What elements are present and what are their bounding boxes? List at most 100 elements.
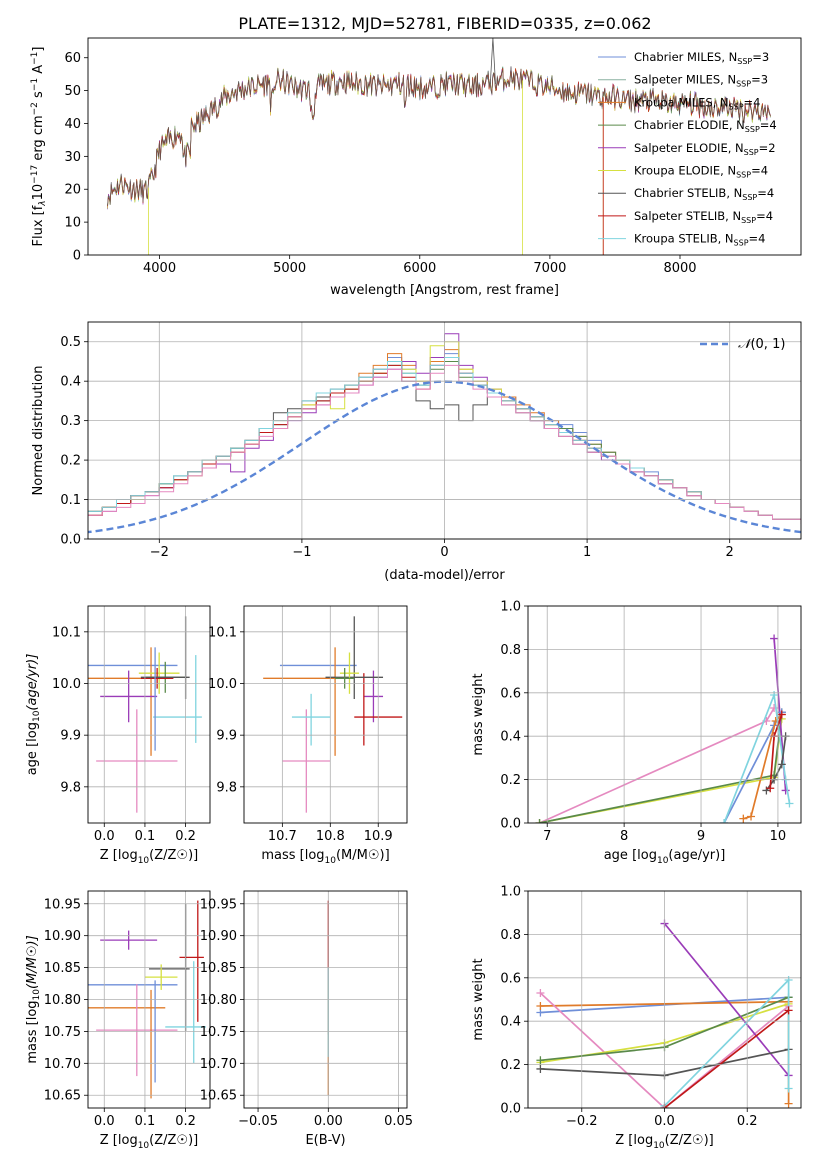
y-tick-label: 10.85 — [44, 961, 81, 976]
weight-line — [539, 707, 775, 823]
y-tick-label: 0.4 — [500, 730, 521, 745]
y-tick-label: 10.70 — [44, 1057, 81, 1072]
y-tick-label: 40 — [64, 117, 81, 132]
weight-marker — [766, 784, 775, 793]
mass-vs-Z-axes: 0.0 0.1 0.2 10.65 10.70 10.75 10.80 10.85 10.90 1… — [25, 890, 211, 1151]
axes-frame — [527, 605, 802, 824]
axes-frame — [87, 321, 802, 540]
x-tick-label: 0.0 — [94, 1114, 115, 1129]
y-tick-label: 10.1 — [52, 625, 81, 640]
axes-frame — [243, 890, 408, 1109]
emission-spike — [489, 38, 496, 85]
y-tick-label: 1.0 — [500, 885, 521, 900]
y-tick-label: 10.0 — [208, 677, 237, 692]
age-vs-mass-axes: 10.7 10.8 10.9 9.8 9.9 10.0 10.1 mass [log10(M/… — [208, 605, 408, 866]
y-tick-label: 10.65 — [200, 1089, 237, 1104]
axes-frame — [87, 605, 211, 824]
weight-marker — [785, 799, 794, 808]
x-tick-label: 0.2 — [175, 1114, 196, 1129]
age-vs-Z-plot-area — [88, 616, 202, 813]
x-axis-label: (data-model)/error — [384, 568, 505, 583]
axes-frame — [527, 890, 802, 1109]
y-tick-label: 0.2 — [500, 1058, 521, 1073]
axes-frame — [87, 890, 211, 1109]
x-tick-label: 4000 — [143, 261, 176, 276]
weight-marker — [784, 975, 793, 984]
histogram-series — [88, 357, 801, 524]
x-tick-label: 5000 — [273, 261, 306, 276]
y-tick-label: 9.9 — [216, 729, 237, 744]
y-tick-label: 10.70 — [200, 1057, 237, 1072]
x-tick-label: 7 — [543, 829, 551, 844]
x-axis-label: mass [log10(M/M☉)] — [261, 848, 389, 866]
y-tick-label: 9.8 — [60, 780, 81, 795]
y-tick-label: 10.80 — [200, 993, 237, 1008]
legend-label: Kroupa MILES, NSSP=4 — [634, 95, 760, 111]
y-tick-label: 0.3 — [60, 414, 81, 429]
weight-marker — [777, 760, 786, 769]
histogram-series — [88, 357, 801, 524]
y-tick-label: 0.0 — [500, 1102, 521, 1117]
y-axis-label: Normed distribution — [31, 366, 46, 496]
legend-label: Salpeter MILES, NSSP=3 — [634, 73, 768, 89]
y-tick-label: 0.4 — [60, 375, 81, 390]
y-tick-label: 9.9 — [60, 729, 81, 744]
legend-label: Salpeter ELODIE, NSSP=2 — [634, 141, 776, 157]
weight-marker — [747, 812, 756, 821]
weight-marker — [720, 819, 729, 823]
spectrum-line — [107, 66, 771, 206]
legend-label: Chabrier ELODIE, NSSP=4 — [634, 118, 777, 134]
x-tick-label: 10 — [770, 829, 787, 844]
x-tick-label: 7000 — [533, 261, 566, 276]
y-tick-label: 0.0 — [60, 533, 81, 548]
age-vs-Z-axes: 0.0 0.1 0.2 9.8 9.9 10.0 10.1 Z [log10(Z/Z☉)] ag… — [25, 605, 211, 866]
x-tick-label: 0.0 — [654, 1114, 675, 1129]
x-axis-label: E(B-V) — [305, 1133, 345, 1148]
weight-vs-Z-axes: −0.2 0.0 0.2 0.0 0.2 0.4 0.6 0.8 1.0 Z [log10(Z/Z… — [471, 885, 802, 1151]
x-tick-label: 8 — [620, 829, 628, 844]
y-tick-label: 10.1 — [208, 625, 237, 640]
axes-frame — [243, 605, 408, 824]
x-tick-label: 1 — [583, 545, 591, 560]
x-tick-label: 6000 — [403, 261, 436, 276]
weight-vs-age-axes: 7 8 9 10 0.0 0.2 0.4 0.6 0.8 1.0 age [log10(age/yr… — [471, 600, 802, 866]
y-tick-label: 0.5 — [60, 335, 81, 350]
y-tick-label: 10.0 — [52, 677, 81, 692]
gaussian-curve — [88, 380, 801, 534]
residuals-plot-area — [88, 333, 801, 534]
residuals-axes: −2 −1 0 1 2 0.0 0.1 0.2 0.3 0.4 0.5 (data-model)/er… — [31, 321, 802, 583]
x-axis-label: wavelength [Angstrom, rest frame] — [330, 283, 559, 298]
y-tick-label: 20 — [64, 183, 81, 198]
weight-marker — [536, 988, 545, 997]
histogram-series — [88, 361, 801, 524]
weight-line — [663, 922, 790, 1077]
x-tick-label: −2 — [150, 545, 169, 560]
spectrum-line — [107, 66, 771, 206]
x-tick-label: 2 — [726, 545, 734, 560]
x-tick-label: −1 — [292, 545, 311, 560]
y-tick-label: 10.85 — [200, 961, 237, 976]
y-axis-label: mass weight — [471, 958, 486, 1040]
y-axis-label: mass weight — [471, 673, 486, 755]
mass-vs-ebv-axes: −0.05 0.00 0.05 10.65 10.70 10.75 10.80 10.85 10… — [200, 890, 413, 1148]
weight-vs-age-plot-area — [535, 634, 794, 823]
x-tick-label: −0.05 — [238, 1114, 278, 1129]
x-tick-label: 0.0 — [94, 829, 115, 844]
y-tick-label: 1.0 — [500, 600, 521, 615]
y-tick-label: 10.95 — [44, 897, 81, 912]
x-tick-label: 0.00 — [314, 1114, 343, 1129]
y-tick-label: 10 — [64, 216, 81, 231]
figure-title: PLATE=1312, MJD=52781, FIBERID=0335, z=0… — [238, 14, 651, 33]
weight-marker — [784, 1084, 793, 1093]
axes-frame — [87, 37, 802, 256]
y-tick-label: 9.8 — [216, 780, 237, 795]
y-axis-label: age [log10(age/yr)] — [25, 654, 42, 776]
x-axis-label: age [log10(age/yr)] — [604, 848, 726, 866]
y-tick-label: 0.2 — [500, 773, 521, 788]
x-tick-label: 8000 — [663, 261, 696, 276]
y-tick-label: 10.95 — [200, 897, 237, 912]
y-tick-label: 10.90 — [44, 929, 81, 944]
x-tick-label: 0 — [440, 545, 448, 560]
weight-marker — [770, 634, 779, 643]
